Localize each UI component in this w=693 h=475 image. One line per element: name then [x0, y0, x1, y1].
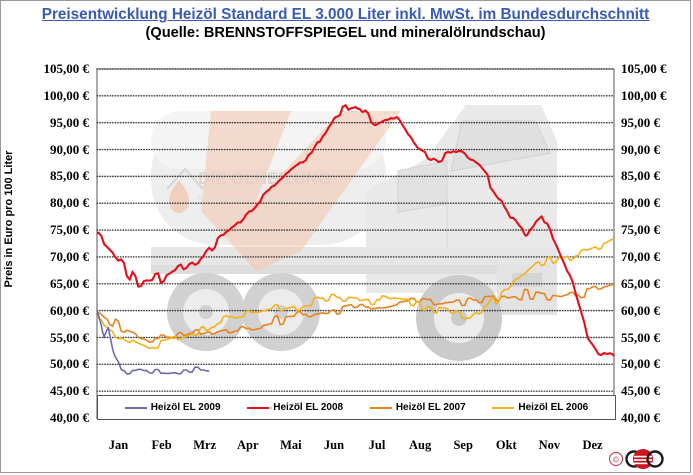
svg-text:DIE ÖLHEIZUNG: DIE ÖLHEIZUNG [198, 169, 331, 188]
